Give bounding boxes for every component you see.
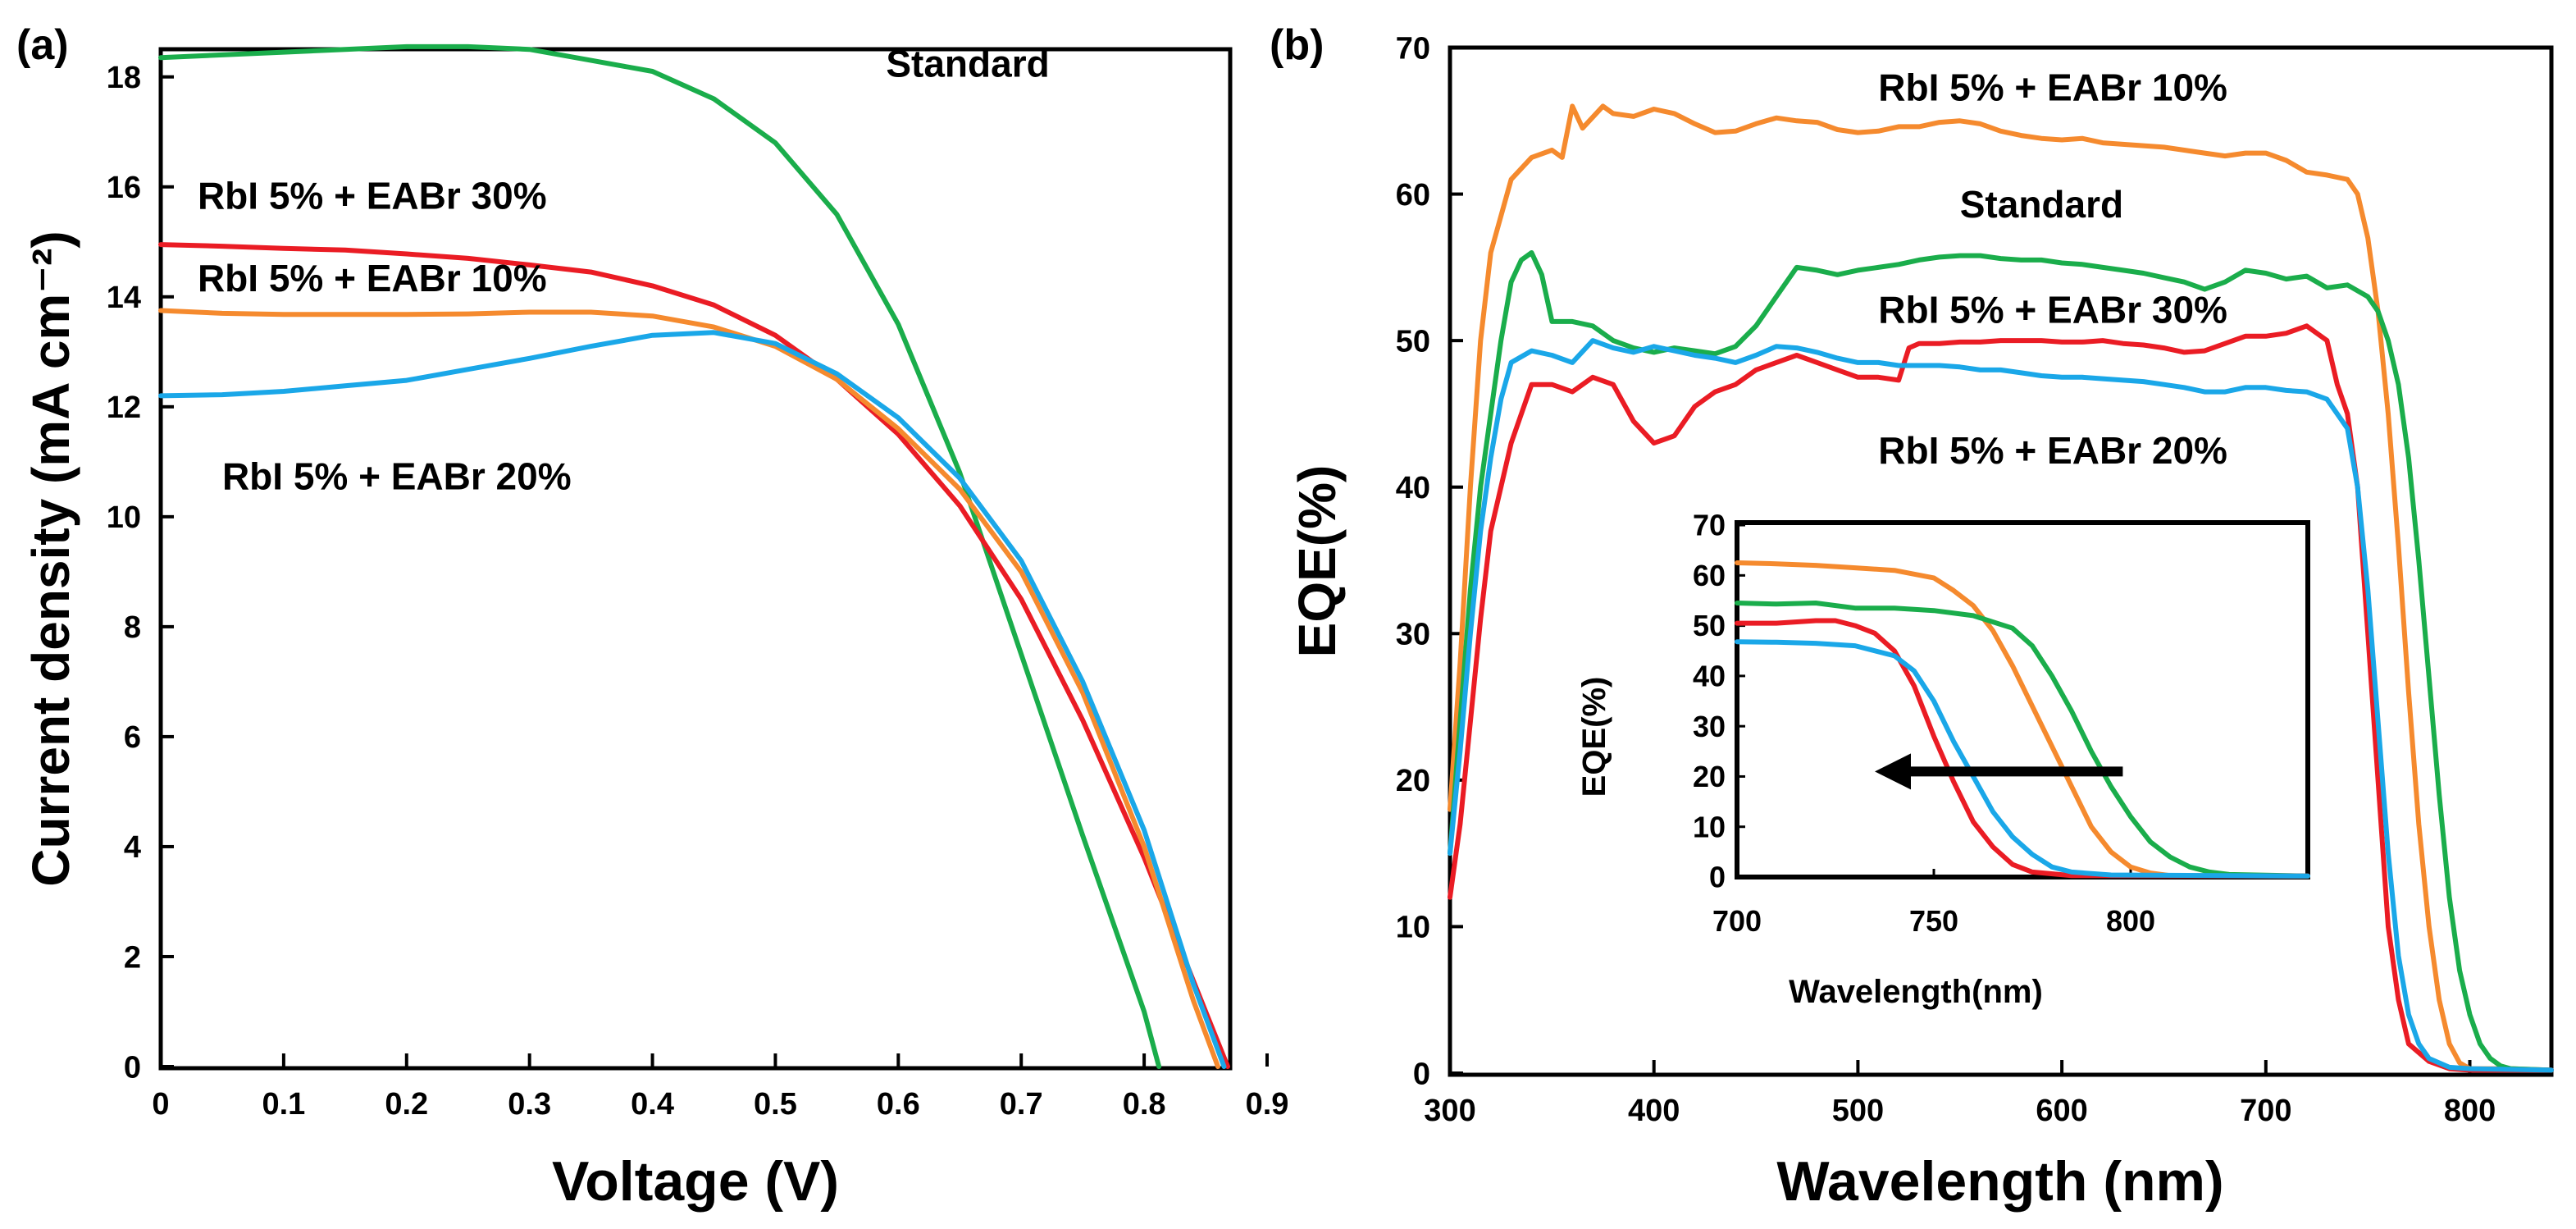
inset-frame — [1735, 520, 2310, 879]
panel-a-x-tick-label: 0.6 — [877, 1087, 920, 1122]
panel-b-series-eabr20 — [1448, 338, 2554, 1073]
inset-series-eabr20 — [1735, 639, 2310, 879]
panel-b-label: (b) — [1270, 21, 1324, 69]
panel-b-x-tick-label: 700 — [2240, 1094, 2291, 1128]
panel-a-plot-frame — [158, 47, 1233, 1071]
panel-b-y-tick-label: 60 — [1396, 178, 1430, 212]
panel-b-x-tick-label: 600 — [2036, 1094, 2087, 1128]
panel-a-x-tick-label: 0.9 — [1246, 1087, 1289, 1122]
panel-a-x-tick-label: 0.7 — [1000, 1087, 1043, 1122]
panel-a-x-tick-label: 0.8 — [1123, 1087, 1166, 1122]
inset-y-ticks: 0 10 20 30 40 50 60 70 — [1693, 509, 1745, 894]
panel-b-label-eabr20: RbI 5% + EABr 20% — [1878, 429, 2227, 472]
panel-a-x-tick-label: 0.2 — [385, 1087, 428, 1122]
panel-a-y-axis-title: Current density (mA cm⁻²) — [21, 231, 80, 887]
panel-a-y-tick-label: 0 — [124, 1050, 141, 1085]
panel-b-x-tick-label: 400 — [1628, 1094, 1680, 1128]
panel-b-x-axis-title: Wavelength (nm) — [1776, 1150, 2223, 1213]
inset-x-tick-label: 800 — [2106, 904, 2155, 938]
panel-b-plot-frame — [1448, 45, 2554, 1077]
panel-b-label-standard: Standard — [1960, 183, 2123, 226]
inset-arrow-head — [1875, 753, 1911, 790]
inset-y-tick-label: 30 — [1693, 710, 1726, 743]
panel-a-y-tick-label: 4 — [124, 830, 141, 865]
inset-series-standard — [1735, 601, 2310, 879]
panel-a-y-tick-label: 14 — [107, 281, 141, 315]
panel-b-label-eabr10: RbI 5% + EABr 10% — [1878, 66, 2227, 108]
inset-x-ticks: 700 750 800 — [1712, 869, 2155, 938]
panel-b-series-eabr10 — [1448, 103, 2554, 1073]
inset-series-eabr10 — [1735, 560, 2310, 879]
panel-a-x-tick-label: 0 — [152, 1087, 169, 1122]
panel-a-y-tick-label: 6 — [124, 720, 141, 755]
inset-y-tick-label: 20 — [1693, 760, 1726, 793]
inset-y-tick-label: 50 — [1693, 609, 1726, 642]
panel-b-y-tick-label: 10 — [1396, 911, 1430, 945]
panel-b-y-ticks: 0 10 20 30 40 50 60 70 — [1396, 31, 1463, 1091]
inset-y-tick-label: 10 — [1693, 810, 1726, 843]
panel-b-annotations: RbI 5% + EABr 10% Standard RbI 5% + EABr 3… — [1878, 66, 2227, 472]
panel-a-label-standard: Standard — [886, 43, 1049, 85]
panel-a-x-axis-title: Voltage (V) — [552, 1150, 839, 1213]
panel-a-y-ticks: 0 2 4 6 8 10 12 14 16 18 — [107, 61, 174, 1085]
panel-a-series-eabr20 — [158, 330, 1227, 1069]
panel-b-series-standard — [1448, 250, 2554, 1073]
panel-b-y-tick-label: 0 — [1413, 1057, 1430, 1091]
panel-a-y-tick-label: 18 — [107, 61, 141, 95]
panel-a-x-tick-label: 0.4 — [631, 1087, 674, 1122]
inset-y-tick-label: 60 — [1693, 559, 1726, 592]
panel-a-x-tick-label: 0.1 — [262, 1087, 305, 1122]
panel-a-jv-chart: (a) 0 0.1 0.2 0.3 0.4 0.5 0.6 0.7 0.8 0.9 0 2 4 6 8 10… — [16, 21, 1288, 1213]
panel-a-x-tick-label: 0.5 — [754, 1087, 797, 1122]
panel-b-y-tick-label: 50 — [1396, 324, 1430, 359]
panel-a-y-tick-label: 12 — [107, 391, 141, 425]
inset-y-tick-label: 40 — [1693, 659, 1726, 692]
panel-b-y-tick-label: 30 — [1396, 618, 1430, 652]
panel-a-y-tick-label: 16 — [107, 171, 141, 205]
panel-a-y-tick-label: 10 — [107, 500, 141, 535]
inset-shift-arrow — [1875, 753, 2123, 790]
panel-a-series-standard — [158, 43, 1162, 1069]
panel-a-label-eabr30: RbI 5% + EABr 30% — [198, 175, 547, 217]
panel-a-label: (a) — [16, 21, 69, 69]
inset-x-tick-label: 700 — [1712, 904, 1762, 938]
inset-y-tick-label: 0 — [1709, 861, 1726, 894]
inset-series — [1735, 560, 2310, 879]
panel-a-series — [158, 43, 1230, 1069]
panel-a-y-tick-label: 8 — [124, 610, 141, 645]
panel-b-y-tick-label: 40 — [1396, 471, 1430, 505]
panel-a-series-eabr30 — [158, 242, 1230, 1069]
panel-a-annotations: Standard RbI 5% + EABr 30% RbI 5% + EABr 1… — [198, 43, 1050, 498]
panel-b-x-tick-label: 800 — [2444, 1094, 2496, 1128]
panel-a-label-eabr20: RbI 5% + EABr 20% — [222, 455, 572, 497]
inset-y-tick-label: 70 — [1693, 509, 1726, 542]
inset-x-axis-title: Wavelength(nm) — [1789, 974, 2043, 1010]
inset-x-tick-label: 750 — [1909, 904, 1958, 938]
panel-b-series — [1448, 103, 2554, 1073]
panel-b-y-tick-label: 70 — [1396, 31, 1430, 66]
panel-b-y-tick-label: 20 — [1396, 764, 1430, 798]
panel-a-y-tick-label: 2 — [124, 940, 141, 975]
inset-series-eabr30 — [1735, 618, 2310, 879]
panel-b-x-tick-label: 300 — [1424, 1094, 1475, 1128]
panel-b-label-eabr30: RbI 5% + EABr 30% — [1878, 289, 2227, 331]
panel-b-inset-chart: 700 750 800 0 10 20 30 40 50 60 70 Wavelength(nm)… — [1576, 509, 2310, 1010]
panel-b-x-tick-label: 500 — [1832, 1094, 1884, 1128]
panel-a-x-tick-label: 0.3 — [508, 1087, 551, 1122]
panel-a-label-eabr10: RbI 5% + EABr 10% — [198, 257, 547, 299]
panel-b-x-ticks: 300 400 500 600 700 800 — [1424, 1060, 2496, 1128]
inset-y-axis-title: EQE(%) — [1576, 677, 1612, 797]
panel-b-y-axis-title: EQE(%) — [1288, 465, 1347, 658]
panel-a-x-ticks: 0 0.1 0.2 0.3 0.4 0.5 0.6 0.7 0.8 0.9 — [152, 1053, 1288, 1122]
panel-a-series-eabr10 — [158, 308, 1220, 1069]
